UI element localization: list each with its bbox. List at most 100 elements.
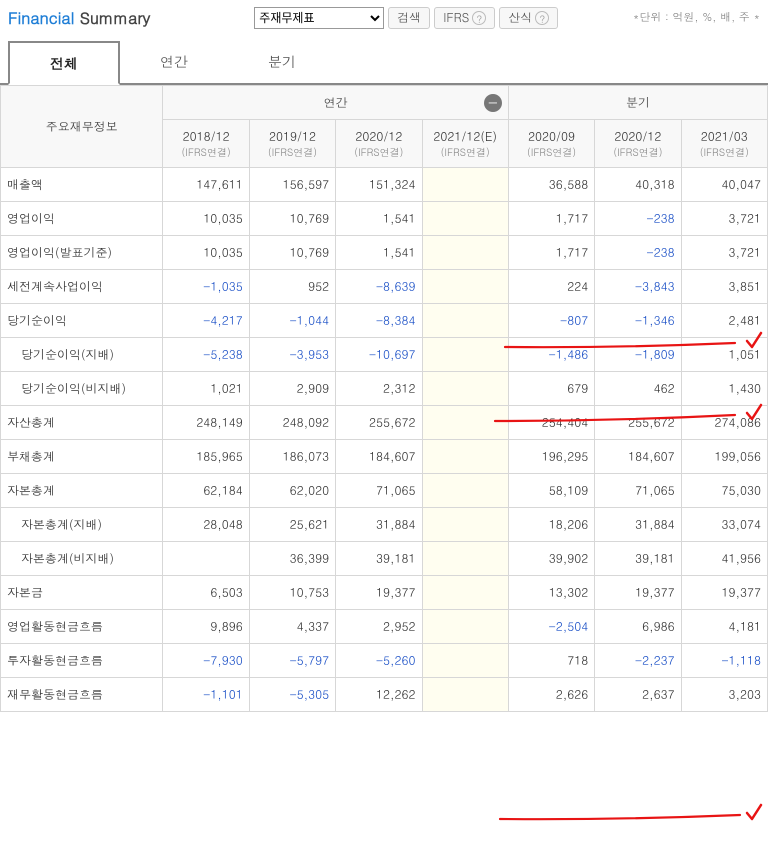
cell-value: 3,851 [681,270,767,304]
statement-select[interactable]: 주재무제표 [254,7,384,29]
cell-value: -238 [595,202,681,236]
column-standard: (IFRS연결) [429,145,502,159]
cell-value: 147,611 [163,168,249,202]
cell-value [163,542,249,576]
cell-value: -1,044 [249,304,335,338]
cell-value: 184,607 [595,440,681,474]
cell-value: 36,399 [249,542,335,576]
table-row: 자본금6,50310,75319,37713,30219,37719,377 [1,576,768,610]
row-header-title: 주요재무정보 [1,86,163,168]
row-label: 매출액 [1,168,163,202]
tab-quarter[interactable]: 분기 [228,41,336,85]
cell-value: 71,065 [336,474,422,508]
cell-value: 31,884 [595,508,681,542]
table-row: 당기순이익-4,217-1,044-8,384-807-1,3462,481 [1,304,768,338]
cell-value: -2,504 [508,610,594,644]
cell-value: 1,051 [681,338,767,372]
financial-table: 주요재무정보 연간 − 분기 2018/12(IFRS연결)2019/12(IF… [0,85,768,712]
row-label: 자본금 [1,576,163,610]
row-label: 영업이익(발표기준) [1,236,163,270]
cell-value: -2,237 [595,644,681,678]
cell-value: 41,956 [681,542,767,576]
row-label: 당기순이익(지배) [1,338,163,372]
cell-value: -807 [508,304,594,338]
cell-value: -5,797 [249,644,335,678]
cell-value: -8,384 [336,304,422,338]
row-label: 자산총계 [1,406,163,440]
table-container: 주요재무정보 연간 − 분기 2018/12(IFRS연결)2019/12(IF… [0,85,768,712]
search-button[interactable]: 검색 [388,7,430,29]
table-row: 자본총계62,18462,02071,06558,10971,06575,030 [1,474,768,508]
cell-value: -3,953 [249,338,335,372]
column-standard: (IFRS연결) [169,145,242,159]
cell-value [422,440,508,474]
group-annual-header: 연간 − [163,86,508,120]
column-header: 2020/12(IFRS연결) [336,120,422,168]
cell-value: 10,769 [249,202,335,236]
cell-value: 185,965 [163,440,249,474]
cell-value: 40,047 [681,168,767,202]
cell-value: 254,404 [508,406,594,440]
cell-value: 40,318 [595,168,681,202]
cell-value: 9,896 [163,610,249,644]
cell-value: -1,486 [508,338,594,372]
cell-value [422,372,508,406]
row-label: 투자활동현금흐름 [1,644,163,678]
cell-value: -5,305 [249,678,335,712]
cell-value: 199,056 [681,440,767,474]
tab-annual[interactable]: 연간 [120,41,228,85]
cell-value: 3,203 [681,678,767,712]
cell-value: 39,181 [336,542,422,576]
cell-value: 462 [595,372,681,406]
row-label: 세전계속사업이익 [1,270,163,304]
cell-value [422,542,508,576]
column-header: 2020/12(IFRS연결) [595,120,681,168]
cell-value: 2,312 [336,372,422,406]
cell-value: 10,035 [163,202,249,236]
title-summary: Summary [80,6,151,29]
cell-value: 19,377 [681,576,767,610]
cell-value: 1,541 [336,236,422,270]
cell-value: 10,035 [163,236,249,270]
row-label: 재무활동현금흐름 [1,678,163,712]
cell-value [422,474,508,508]
formula-button[interactable]: 산식 ? [499,7,558,29]
cell-value: -5,260 [336,644,422,678]
cell-value [422,406,508,440]
column-standard: (IFRS연결) [256,145,329,159]
row-label: 자본총계(비지배) [1,542,163,576]
column-standard: (IFRS연결) [688,145,761,159]
cell-value: 4,337 [249,610,335,644]
cell-value: 62,020 [249,474,335,508]
table-row: 자본총계(지배)28,04825,62131,88418,20631,88433… [1,508,768,542]
column-header: 2019/12(IFRS연결) [249,120,335,168]
cell-value: 2,626 [508,678,594,712]
column-period: 2020/09 [515,128,588,145]
table-row: 재무활동현금흐름-1,101-5,30512,2622,6262,6373,20… [1,678,768,712]
cell-value: -5,238 [163,338,249,372]
tab-all[interactable]: 전체 [8,41,120,85]
cell-value: 3,721 [681,236,767,270]
cell-value: 10,753 [249,576,335,610]
table-row: 당기순이익(지배)-5,238-3,953-10,697-1,486-1,809… [1,338,768,372]
collapse-icon[interactable]: − [484,94,502,112]
ifrs-button[interactable]: IFRS ? [434,7,495,29]
cell-value: 1,430 [681,372,767,406]
cell-value: 151,324 [336,168,422,202]
page-title: Financial Summary [8,6,150,29]
cell-value: 1,541 [336,202,422,236]
cell-value: 19,377 [595,576,681,610]
cell-value: 25,621 [249,508,335,542]
cell-value: -1,101 [163,678,249,712]
table-row: 영업활동현금흐름9,8964,3372,952-2,5046,9864,181 [1,610,768,644]
cell-value [422,644,508,678]
cell-value: 36,588 [508,168,594,202]
cell-value: -1,809 [595,338,681,372]
unit-note: *단위 : 억원, %, 배, 주 * [633,10,760,25]
cell-value: 1,021 [163,372,249,406]
table-row: 매출액147,611156,597151,32436,58840,31840,0… [1,168,768,202]
table-row: 세전계속사업이익-1,035952-8,639224-3,8433,851 [1,270,768,304]
cell-value: 679 [508,372,594,406]
cell-value [422,270,508,304]
table-row: 투자활동현금흐름-7,930-5,797-5,260718-2,237-1,11… [1,644,768,678]
